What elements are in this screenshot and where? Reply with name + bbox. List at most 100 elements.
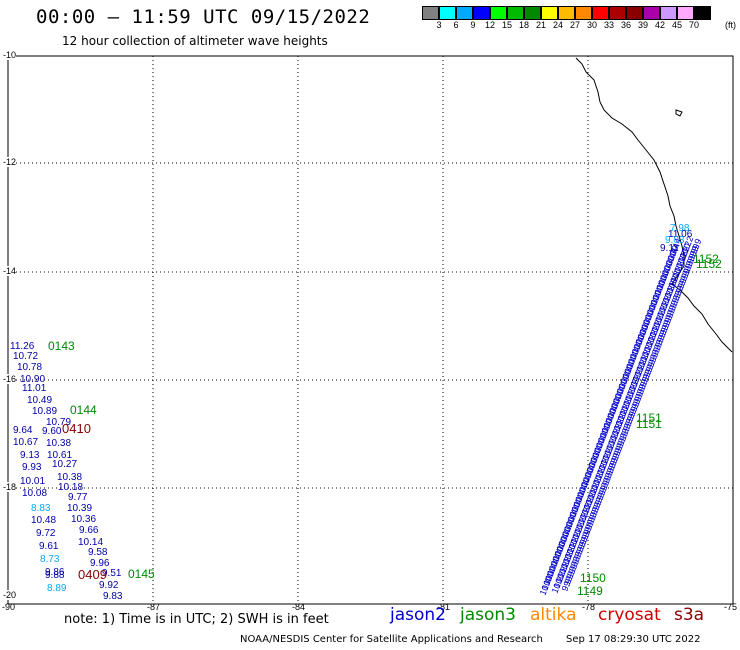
colorbar-label: 36 — [620, 20, 631, 30]
time-label: 0409 — [78, 567, 107, 582]
colorbar-swatch — [626, 6, 643, 20]
swh-value-hatch: 9.9 — [680, 262, 694, 277]
lon-label: -87 — [147, 602, 161, 612]
map-frame — [7, 55, 734, 605]
colorbar-label: 33 — [603, 20, 614, 30]
swh-value-hatch: 9.9 — [575, 538, 589, 553]
colorbar-label: 24 — [552, 20, 563, 30]
swh-value: 10.38 — [46, 438, 71, 449]
time-label: 0144 — [70, 403, 97, 417]
colorbar-label: 3 — [436, 20, 442, 30]
swh-value: 9.61 — [39, 541, 59, 552]
swh-value-hatch: 9.9 — [607, 454, 621, 469]
colorbar-label: 9 — [470, 20, 476, 30]
satellite-jason2: jason2 — [390, 605, 446, 625]
swh-value-hatch: 9.9 — [629, 395, 643, 410]
swh-value-hatch: 9.9 — [612, 439, 626, 454]
colorbar-label: 18 — [518, 20, 529, 30]
swh-value: 9.83 — [103, 591, 123, 602]
lon-label: -84 — [292, 602, 306, 612]
swh-value-hatch: 9.9 — [560, 577, 574, 592]
swh-value: 10.36 — [71, 514, 96, 525]
swh-value-hatch: 9.9 — [678, 267, 692, 282]
swh-value-hatch: 9.9 — [639, 370, 653, 385]
swh-value-hatch: 9.9 — [637, 375, 651, 390]
swh-value-hatch: 9.9 — [563, 568, 577, 583]
swh-value-hatch: 9.9 — [582, 518, 596, 533]
swh-value: 10.61 — [47, 450, 72, 461]
swh-value: 11.01 — [22, 383, 47, 394]
swh-value-hatch: 9.9 — [671, 287, 685, 302]
note-text: note: 1) Time is in UTC; 2) SWH is in fe… — [64, 612, 329, 627]
time-label: 1152 — [696, 257, 722, 271]
swh-value-hatch: 9.9 — [656, 326, 670, 341]
swh-value-hatch: 9.9 — [595, 484, 609, 499]
swh-value-hatch: 9.9 — [577, 533, 591, 548]
swh-value: 10.67 — [13, 437, 38, 448]
lon-label: -81 — [437, 602, 451, 612]
satellite-cryosat: cryosat — [598, 605, 661, 625]
swh-value-hatch: 9.9 — [686, 247, 700, 262]
jason2-right-track: 10.410.29.910.410.29.910.410.29.910.410.… — [538, 235, 704, 597]
swh-value-hatch: 9.9 — [592, 494, 606, 509]
swh-value-hatch: 9.9 — [580, 523, 594, 538]
swh-value-hatch: 9.9 — [626, 405, 640, 420]
colorbar-label: 6 — [453, 20, 459, 30]
swh-value: 10.08 — [22, 488, 47, 499]
swh-value-hatch: 9.9 — [684, 252, 698, 267]
swh-value: 10.72 — [13, 351, 38, 362]
swh-value-hatch: 9.9 — [610, 444, 624, 459]
swh-value-hatch: 9.9 — [631, 390, 645, 405]
footer-credit: NOAA/NESDIS Center for Satellite Applica… — [240, 634, 543, 645]
satellite-s3a: s3a — [674, 605, 705, 625]
swh-value-hatch: 9.9 — [690, 237, 704, 252]
swh-value: 9.92 — [99, 580, 119, 591]
swh-value: 9.93 — [22, 462, 42, 473]
swh-value-hatch: 9.9 — [590, 499, 604, 514]
swh-value-hatch: 9.9 — [603, 464, 617, 479]
swh-value: 10.48 — [31, 515, 56, 526]
colorbar-swatch — [660, 6, 677, 20]
swh-value-hatch: 9.9 — [569, 553, 583, 568]
lat-label: -18 — [3, 482, 17, 492]
colorbar-swatch — [439, 6, 456, 20]
lat-label: -20 — [3, 590, 17, 600]
swh-value: 10.79 — [46, 417, 71, 428]
time-label: 0410 — [62, 421, 91, 436]
swh-value: 8.73 — [40, 554, 60, 565]
swh-value-hatch: 9.9 — [593, 489, 607, 504]
swh-value: 9.58 — [88, 547, 108, 558]
swh-value: 9.51 — [102, 568, 122, 579]
lat-label: -16 — [3, 374, 17, 384]
swh-value-hatch: 9.9 — [573, 543, 587, 558]
time-label: 0145 — [128, 567, 155, 581]
time-label: 1152 — [693, 252, 719, 266]
swh-value-hatch: 9.9 — [605, 459, 619, 474]
swh-value-hatch: 9.9 — [624, 410, 638, 425]
swh-value-hatch: 9.9 — [644, 356, 658, 371]
time-label: 1151 — [636, 417, 662, 431]
swh-value-hatch: 9.9 — [646, 351, 660, 366]
swh-value-hatch: 9.9 — [654, 331, 668, 346]
colorbar-label: 42 — [654, 20, 665, 30]
lat-label: -14 — [3, 266, 17, 276]
swh-value: 9.64 — [13, 425, 33, 436]
swh-value-hatch: 9.9 — [673, 282, 687, 297]
swh-value-hatch: 9.9 — [597, 479, 611, 494]
time-label: 1151 — [636, 411, 662, 425]
swh-value-hatch: 9.9 — [578, 528, 592, 543]
swh-value-hatch: 9.9 — [586, 508, 600, 523]
swh-value: 9.96 — [90, 558, 110, 569]
swh-value: 8.89 — [47, 583, 67, 594]
colorbar-swatch — [507, 6, 524, 20]
colorbar-label: 21 — [535, 20, 546, 30]
lat-lon-grid — [8, 56, 733, 604]
colorbar-swatch — [422, 6, 439, 20]
swh-value-hatch: 9.9 — [658, 321, 672, 336]
colorbar-label: 30 — [586, 20, 597, 30]
swh-value-hatch: 9.9 — [635, 380, 649, 395]
colorbar-swatch — [473, 6, 490, 20]
colorbar-label: 70 — [688, 20, 699, 30]
swh-value-hatch: 9.9 — [627, 400, 641, 415]
swh-value-hatch: 9.9 — [659, 316, 673, 331]
